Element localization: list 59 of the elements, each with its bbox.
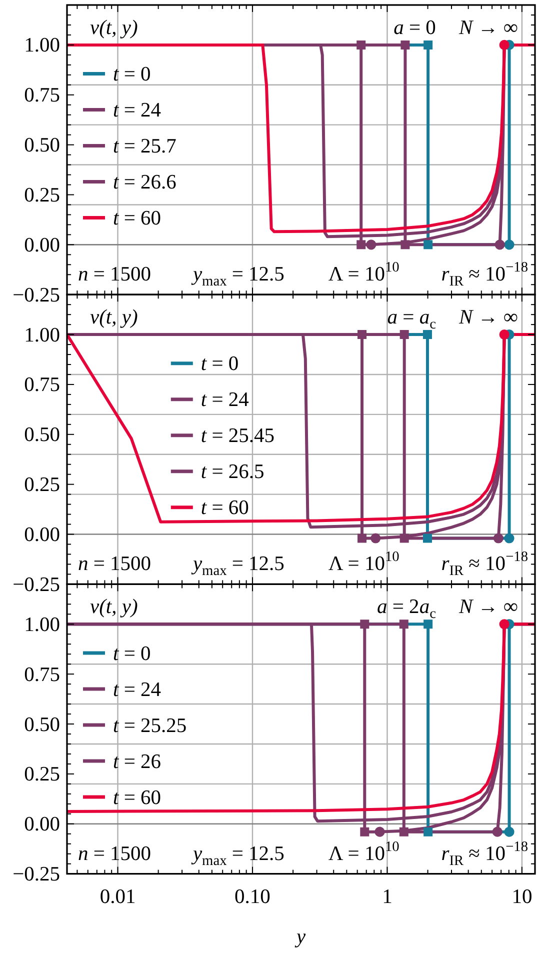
annotation: r$_{IR}$ ≈ 10$^{−18}$ bbox=[441, 260, 528, 290]
annotation: n = 1500 bbox=[78, 842, 152, 865]
y-tick-label: 0.75 bbox=[24, 84, 60, 107]
legend-label: t = 60 bbox=[113, 208, 162, 230]
y-tick-label: 0.25 bbox=[24, 474, 60, 496]
annotation: N → ∞ bbox=[458, 306, 518, 329]
legend-label: t = 60 bbox=[113, 786, 162, 809]
y-tick-label: 0.75 bbox=[24, 374, 60, 396]
y-tick-label: 0.50 bbox=[24, 134, 60, 157]
legend-label: t = 0 bbox=[200, 353, 239, 376]
legend-label: t = 25.7 bbox=[113, 136, 176, 158]
legend-label: t = 24 bbox=[113, 678, 162, 701]
legend-label: t = 0 bbox=[113, 64, 151, 86]
y-axis-title: v(t, y) bbox=[90, 17, 138, 39]
x-tick-label: 0.01 bbox=[100, 886, 136, 908]
annotation: Λ = 10$^{10}$ bbox=[328, 260, 400, 286]
annotation: Λ = 10$^{10}$ bbox=[328, 839, 400, 865]
y-axis-title: v(t, y) bbox=[90, 306, 138, 329]
legend-label: t = 24 bbox=[200, 389, 249, 412]
y-tick-label: 0.00 bbox=[24, 234, 60, 256]
legend-label: t = 24 bbox=[113, 100, 162, 122]
annotation: N → ∞ bbox=[458, 17, 518, 39]
y-tick-label: 0.00 bbox=[24, 524, 60, 546]
legend-label: t = 60 bbox=[200, 497, 249, 520]
legend-label: t = 26.6 bbox=[113, 172, 176, 194]
legend-label: t = 0 bbox=[113, 642, 151, 665]
x-axis-title: y bbox=[294, 926, 306, 948]
annotation: n = 1500 bbox=[78, 553, 152, 576]
legend-label: t = 26.5 bbox=[200, 461, 264, 484]
annotation: y$_{max}$ = 12.5 bbox=[190, 264, 284, 290]
x-tick-label: 10 bbox=[512, 886, 532, 908]
y-tick-label: −0.25 bbox=[12, 574, 60, 596]
legend-label: t = 25.25 bbox=[113, 714, 187, 737]
y-tick-label: 1.00 bbox=[24, 324, 60, 346]
annotation: a = 0 bbox=[394, 17, 436, 39]
x-tick-label: 1 bbox=[382, 886, 392, 908]
annotation: r$_{IR}$ ≈ 10$^{−18}$ bbox=[441, 839, 528, 868]
y-tick-label: −0.25 bbox=[12, 284, 60, 306]
legend-label: t = 25.45 bbox=[200, 425, 275, 448]
legend-label: t = 26 bbox=[113, 750, 162, 773]
y-tick-label: 0.50 bbox=[24, 714, 60, 736]
y-tick-label: 0.00 bbox=[24, 814, 60, 836]
annotation: Λ = 10$^{10}$ bbox=[328, 550, 400, 576]
annotation: y$_{max}$ = 12.5 bbox=[190, 553, 284, 579]
x-tick-label: 0.10 bbox=[234, 886, 270, 908]
y-tick-label: 1.00 bbox=[24, 614, 60, 636]
y-tick-label: 0.50 bbox=[24, 424, 60, 446]
y-tick-label: −0.25 bbox=[12, 864, 60, 886]
annotation: a = a$_{c}$ bbox=[387, 306, 436, 332]
annotation: a = 2a$_{c}$ bbox=[377, 596, 436, 622]
y-tick-label: 0.25 bbox=[24, 184, 60, 207]
annotation: y$_{max}$ = 12.5 bbox=[190, 842, 284, 868]
y-tick-label: 0.75 bbox=[24, 664, 60, 686]
y-axis-title: v(t, y) bbox=[90, 596, 138, 618]
y-tick-label: 0.25 bbox=[24, 764, 60, 786]
annotation: n = 1500 bbox=[78, 264, 152, 286]
annotation: r$_{IR}$ ≈ 10$^{−18}$ bbox=[441, 550, 528, 579]
annotation: N → ∞ bbox=[458, 596, 518, 618]
y-tick-label: 1.00 bbox=[24, 34, 60, 57]
